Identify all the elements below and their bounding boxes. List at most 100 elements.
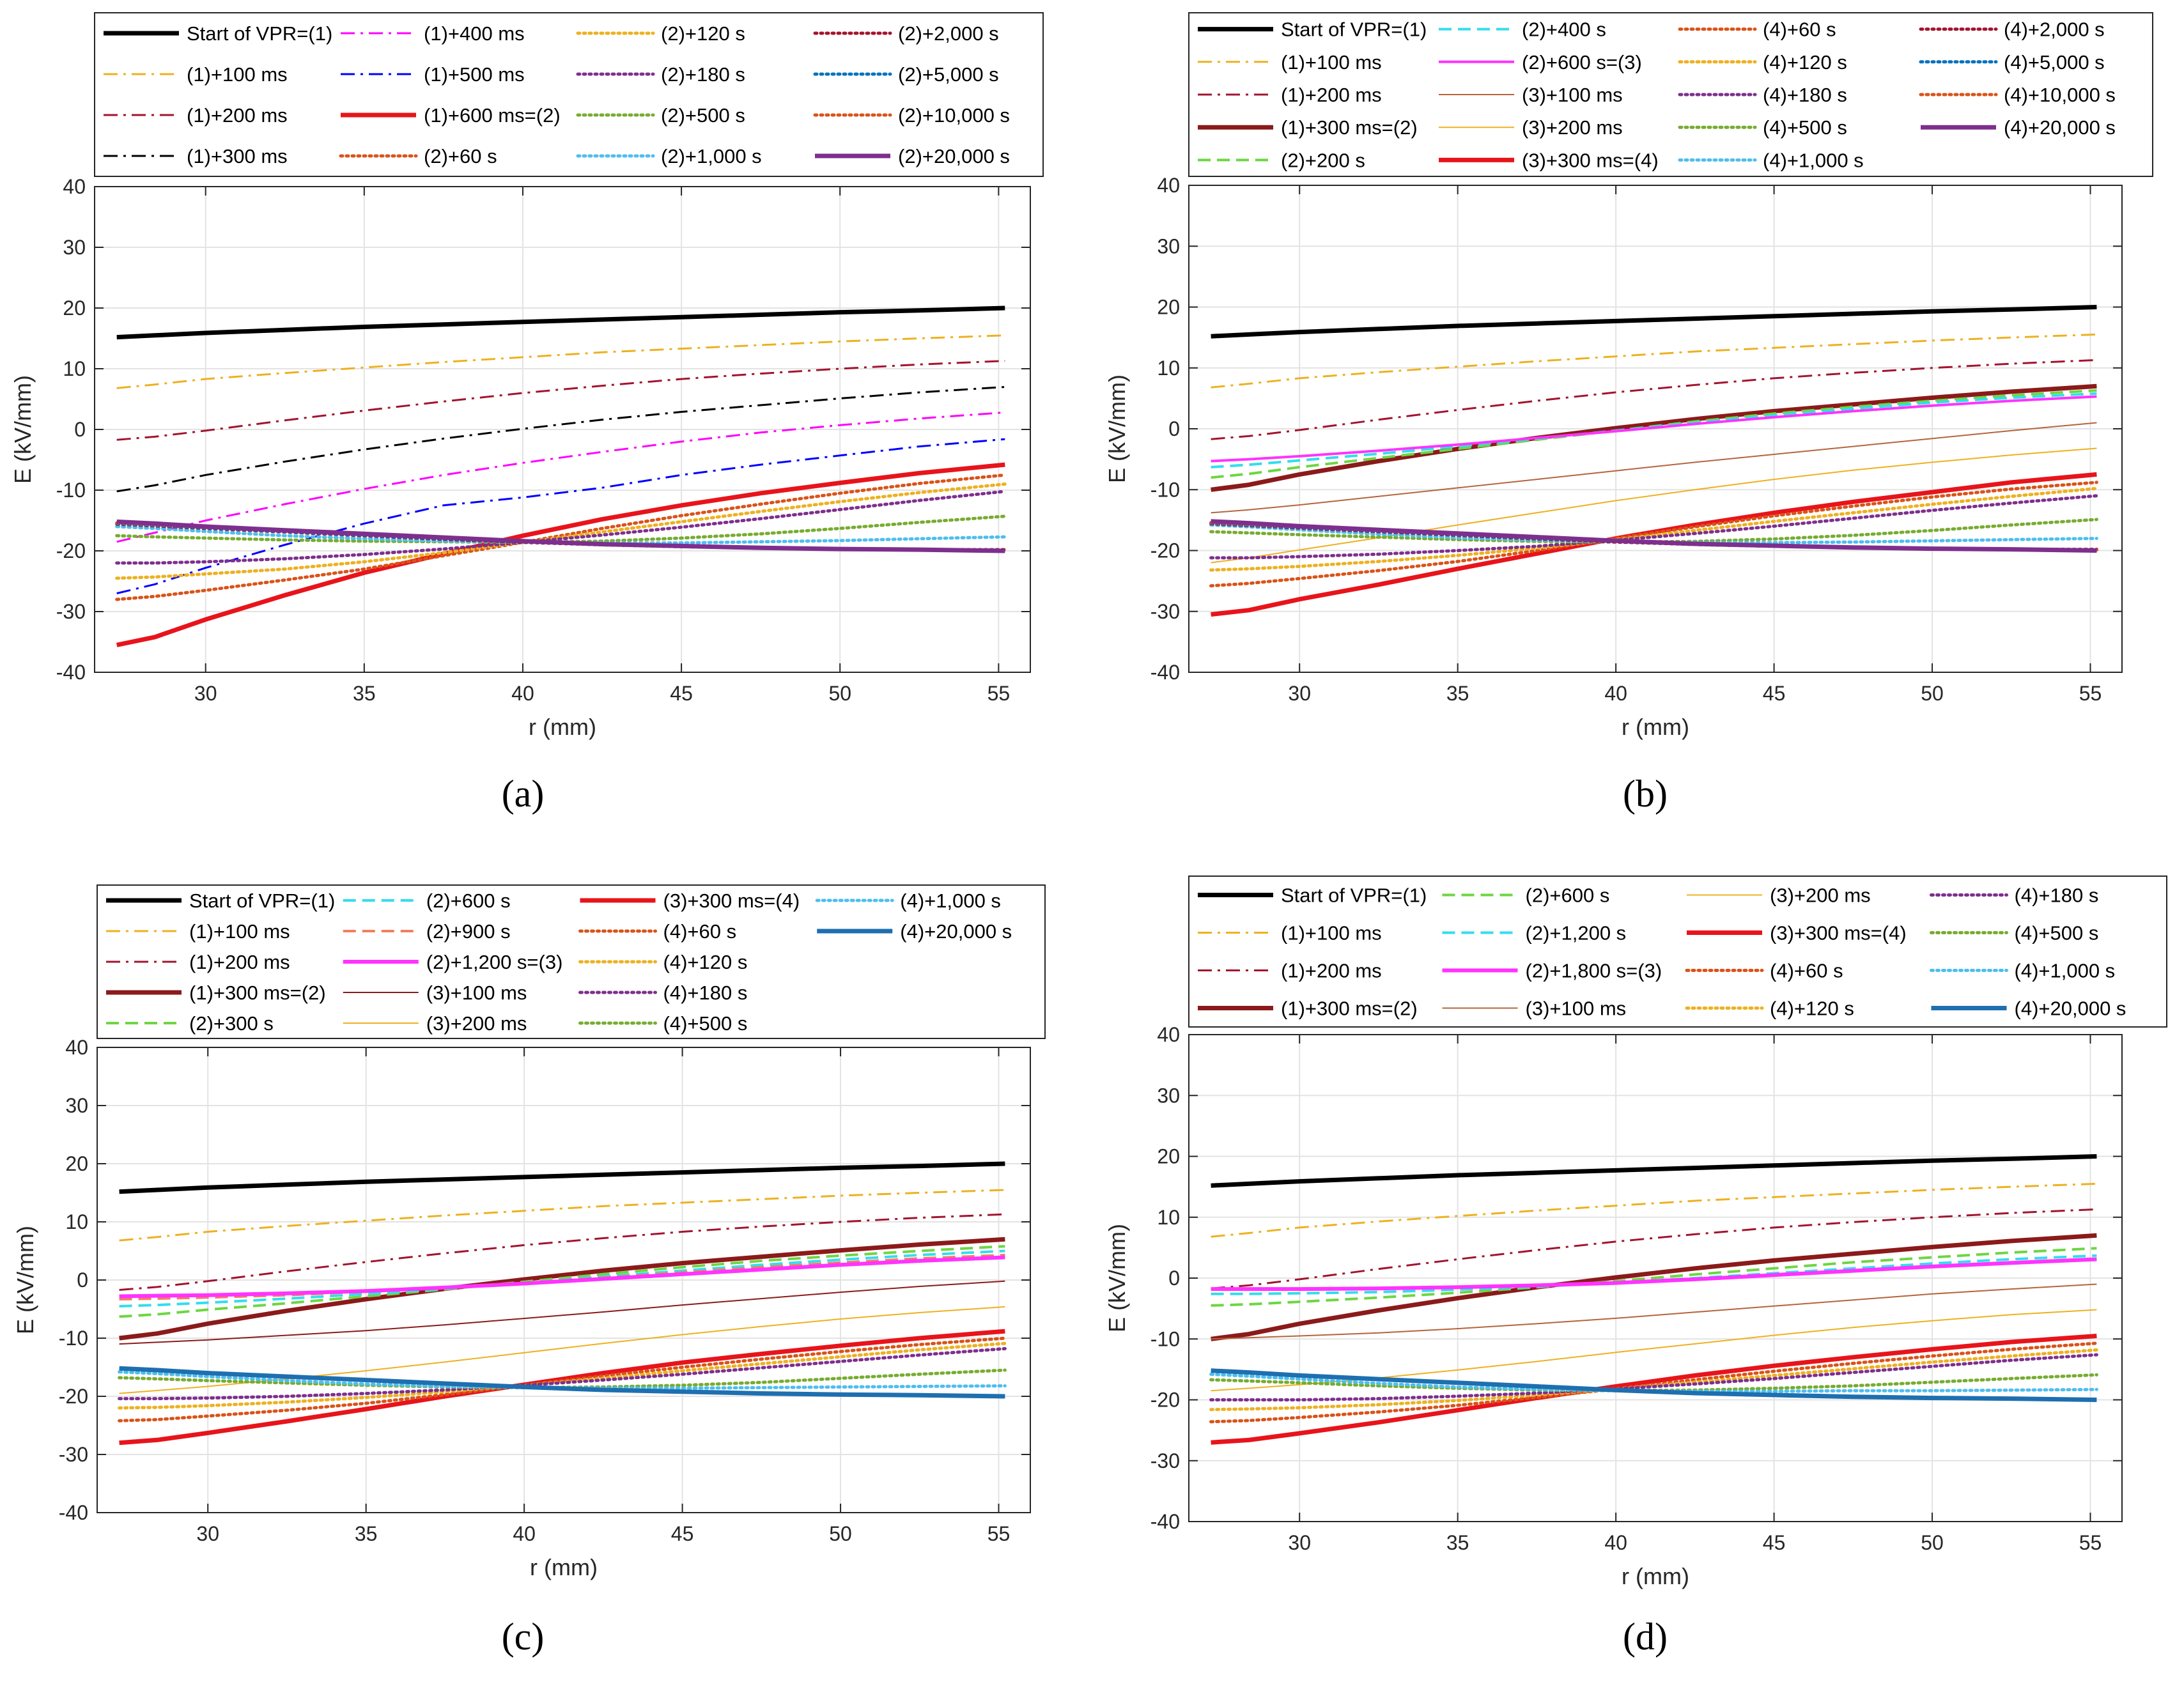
legend-label-12: (4)+120 s [1763,51,1847,73]
series-line-5 [116,411,1005,543]
series-line-7 [1211,1257,2097,1292]
series-line-3 [1211,359,2097,440]
legend-label-5: (2)+200 s [1281,149,1365,171]
y-tick-label: -10 [1150,478,1180,501]
series-line-2 [119,1189,1005,1242]
x-tick-label: 40 [511,682,534,705]
y-tick-label: -20 [1150,539,1180,562]
legend-label-7: (2)+600 s=(3) [1522,51,1642,73]
series-line-6 [116,438,1005,594]
legend-label-14: (4)+500 s [1763,116,1847,139]
y-tick-label: 40 [1157,1023,1180,1046]
y-tick-label: -20 [1150,1389,1180,1412]
series-line-1 [1211,305,2097,339]
legend-label-13: (4)+180 s [2015,884,2099,907]
y-tick-label: 20 [65,1152,88,1175]
ticks: 30 35 40 45 50 55 -40 -30 -20 -10 0 10 20 30 40 [56,175,1030,705]
legend-label-17: (4)+5,000 s [2004,51,2105,73]
chart-a: 30 35 40 45 50 55 -40 -30 -20 -10 0 10 20 30 40 r (mm) E… [10,12,1044,815]
y-tick-label: 10 [65,1210,88,1233]
panel-c: 30 35 40 45 50 55 -40 -30 -20 -10 0 10 20 30 40 r (mm) E… [0,843,1092,1686]
y-tick-label: -40 [1150,661,1180,684]
y-tick-label: -10 [56,479,86,502]
series-line-10 [119,1306,1005,1394]
legend-label-15: (4)+1,000 s [2015,960,2116,982]
legend-label-2: (1)+100 ms [1281,922,1382,945]
x-tick-label: 35 [353,682,376,705]
y-axis-label: E (kV/mm) [10,375,36,484]
series-line-12 [115,525,1007,545]
series-line-1 [119,1161,1005,1194]
legend-label-10: (3)+300 ms=(4) [1522,149,1659,171]
series-lines [1209,305,2098,617]
x-tick-label: 45 [671,1522,694,1545]
panel-caption: (d) [1623,1616,1668,1658]
y-tick-label: -30 [1150,600,1180,623]
series-line-4 [119,1237,1005,1341]
y-tick-label: 10 [1157,357,1180,380]
legend-label-6: (2)+400 s [1522,19,1606,41]
x-tick-label: 45 [1763,1531,1786,1554]
x-tick-label: 55 [2079,682,2102,705]
y-tick-label: 0 [74,418,86,441]
legend-label-15: (2)+10,000 s [898,104,1010,127]
legend-label-12: (4)+120 s [1770,998,1854,1020]
legend-label-9: (3)+200 ms [1770,884,1871,907]
x-tick-label: 40 [1604,1531,1627,1554]
legend-label-5: (1)+400 ms [424,22,525,45]
legend-label-7: (2)+1,800 s=(3) [1526,960,1662,982]
y-tick-label: -40 [59,1501,88,1524]
x-axis-label: r (mm) [530,1554,598,1580]
legend-label-16: (4)+1,000 s [900,890,1001,912]
legend-label-13: (4)+120 s [663,951,748,973]
series-line-9 [1211,1309,2097,1392]
x-tick-label: 40 [513,1522,536,1545]
legend-label-9: (3)+100 ms [426,982,527,1004]
series-line-16 [1211,1368,2097,1402]
x-axis-label: r (mm) [1622,1563,1689,1589]
chart-b: 30 35 40 45 50 55 -40 -30 -20 -10 0 10 20 30 40 r (mm) E… [1104,12,2153,815]
legend-label-1: Start of VPR=(1) [189,890,335,912]
series-line-3 [119,1213,1005,1291]
series-line-1 [116,305,1005,340]
x-axis-label: r (mm) [1622,714,1689,740]
x-tick-label: 35 [1446,1531,1469,1554]
y-axis-label: E (kV/mm) [12,1226,38,1334]
panel-caption: (a) [502,773,545,815]
y-tick-label: 40 [63,175,86,198]
series-line-8 [1211,1283,2097,1340]
x-tick-label: 55 [987,1522,1011,1545]
panel-caption: (b) [1623,773,1668,815]
series-line-4 [1211,1233,2097,1341]
ticks: 30 35 40 45 50 55 -40 -30 -20 -10 0 10 20 30 40 [59,1036,1030,1545]
legend-label-10: (3)+200 ms [426,1012,527,1035]
y-tick-label: 30 [63,236,86,259]
x-tick-label: 50 [829,1522,852,1545]
ticks: 30 35 40 45 50 55 -40 -30 -20 -10 0 10 20 30 40 [1150,174,2122,705]
series-line-3 [116,360,1005,441]
legend-label-6: (2)+1,200 s [1526,922,1627,945]
legend-label-7: (2)+900 s [426,920,511,943]
legend-label-15: (4)+500 s [663,1012,748,1035]
legend-label-4: (1)+300 ms [187,145,288,167]
legend-label-1: Start of VPR=(1) [187,22,332,45]
series-line-4 [116,386,1005,493]
legend-label-4: (1)+300 ms=(2) [1281,998,1418,1020]
series-line-2 [1211,1182,2097,1238]
legend-label-2: (1)+100 ms [1281,51,1382,73]
series-line-1 [1211,1154,2097,1188]
y-tick-label: 20 [63,297,86,320]
panel-caption: (c) [502,1616,545,1658]
legend-box [97,884,1046,1039]
x-tick-label: 45 [1763,682,1786,705]
legend-label-14: (2)+5,000 s [898,63,999,86]
x-axis-label: r (mm) [529,714,596,740]
x-tick-label: 50 [828,682,851,705]
legend-label-18: (4)+10,000 s [2004,84,2116,106]
series-line-8 [119,1255,1005,1299]
y-tick-label: -20 [59,1385,88,1408]
x-tick-label: 55 [987,682,1011,705]
legend-label-13: (2)+2,000 s [898,22,999,45]
legend-label-5: (2)+300 s [189,1012,274,1035]
